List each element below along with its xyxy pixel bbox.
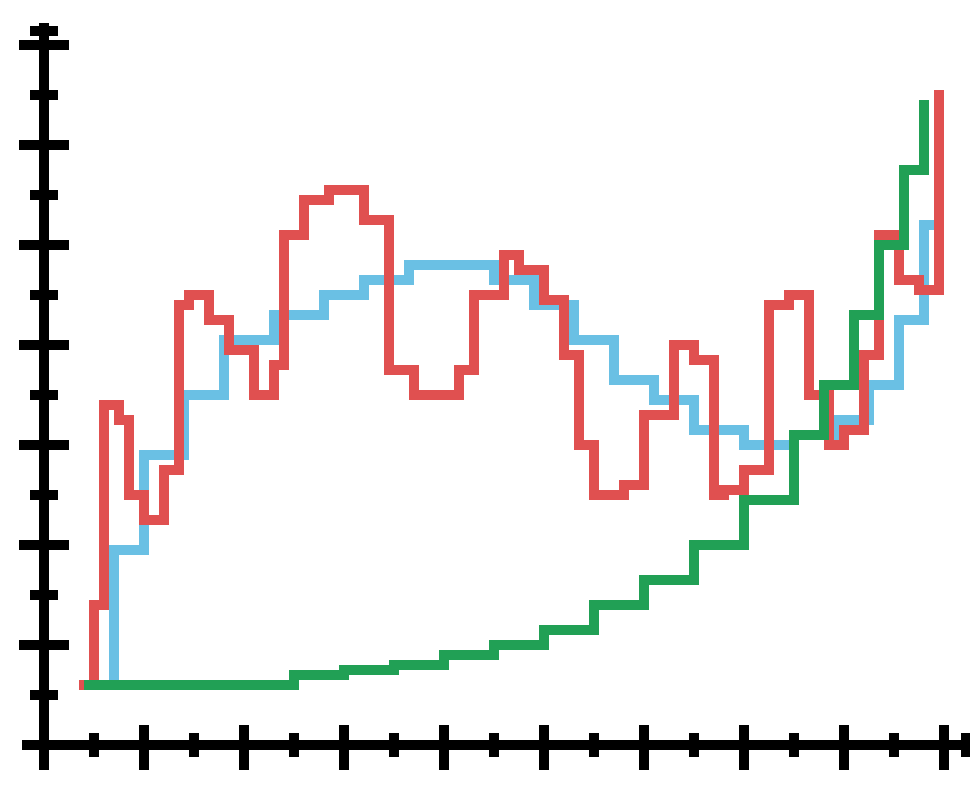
x-ticks <box>89 725 949 770</box>
series-2-line <box>79 90 944 690</box>
series-layer <box>79 90 944 690</box>
y-ticks <box>19 40 69 700</box>
series-2 <box>79 90 944 690</box>
axes-layer <box>19 23 970 770</box>
series-3-line <box>84 100 929 690</box>
series-3 <box>84 100 929 690</box>
